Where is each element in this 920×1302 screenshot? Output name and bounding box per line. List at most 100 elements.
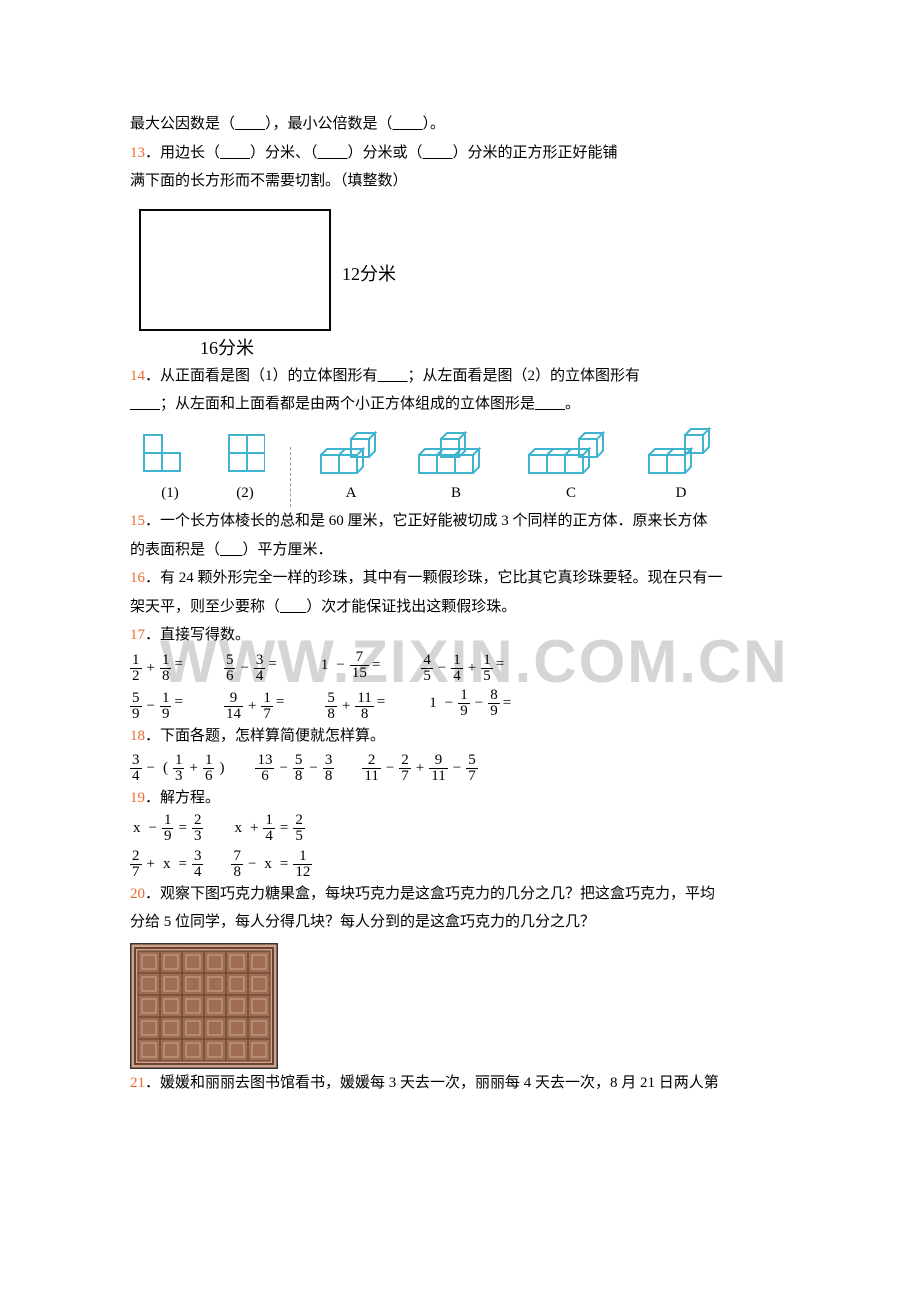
q20-line2: 分给 5 位同学，每人分得几块？每人分到的是这盒巧克力的几分之几？ xyxy=(130,908,790,937)
expr-item: 56−34= xyxy=(224,650,280,684)
q13-right-label: 12分米 xyxy=(342,264,396,284)
divider xyxy=(290,447,291,507)
q17-row1: 12+18= 56−34= 1−715= 45−14+15= xyxy=(130,650,790,684)
expression: 1−19−89 xyxy=(426,688,499,719)
op: ( xyxy=(160,754,171,783)
q20-line1: 20．观察下图巧克力糖果盒，每块巧克力是这盒巧克力的几分之几？把这盒巧克力，平均 xyxy=(130,880,790,909)
op: + xyxy=(144,654,158,683)
q17-row2: 59−19=914+17=58+118=1−19−89= xyxy=(130,688,790,722)
fraction: 34 xyxy=(254,653,266,684)
expr-item: x+14=25 xyxy=(231,813,304,844)
op: − xyxy=(245,850,259,879)
q14-lab2: (2) xyxy=(236,479,254,508)
fraction: 914 xyxy=(224,691,243,722)
op: − xyxy=(237,654,251,683)
q15-line2: 的表面积是（ ）平方厘米． xyxy=(130,536,790,565)
eq-sign: = xyxy=(500,695,514,711)
op: + xyxy=(186,754,200,783)
expression: 12+18 xyxy=(130,653,171,684)
expr-item: 27+x=34 xyxy=(130,846,203,880)
q18-t: ．下面各题，怎样算简便就怎样算。 xyxy=(145,728,385,744)
expression: 34−(13+16) xyxy=(130,753,227,784)
op: = xyxy=(175,814,189,843)
q16-t1: ．有 24 颗外形完全一样的珍珠，其中有一颗假珍珠，它比其它真珍珠要轻。现在只有… xyxy=(145,570,723,586)
q20-choco xyxy=(130,943,790,1069)
op: + xyxy=(144,850,158,879)
q13-num: 13 xyxy=(130,145,145,161)
q15-blank xyxy=(220,542,243,558)
expr-item: 1−19−89= xyxy=(426,688,514,722)
op: − xyxy=(276,754,290,783)
op: − xyxy=(144,692,158,721)
q13-mid2: ）分米或（ xyxy=(348,145,423,161)
q14-t3: ；从左面和上面看都是由两个小正方体组成的立体图形是 xyxy=(160,396,535,412)
fraction: 58 xyxy=(325,691,337,722)
expr-item: 45−14+15= xyxy=(421,650,507,684)
q12-line: 最大公因数是（ ），最小公倍数是（ ）。 xyxy=(130,110,790,139)
q16-t2: 架天平，则至少要称（ xyxy=(130,599,280,615)
q13-figure: 12分米 16分米 xyxy=(130,202,790,362)
q16-line1: 16．有 24 颗外形完全一样的珍珠，其中有一颗假珍珠，它比其它真珍珠要轻。现在… xyxy=(130,564,790,593)
q15-t3: ）平方厘米． xyxy=(243,542,333,558)
expression: 914+17 xyxy=(224,691,273,722)
fraction: 112 xyxy=(293,849,312,880)
q15-t1: ．一个长方体棱长的总和是 60 厘米，它正好能被切成 3 个同样的正方体．原来长… xyxy=(145,513,708,529)
fraction: 23 xyxy=(192,813,204,844)
fraction: 59 xyxy=(130,691,142,722)
q13-blank1 xyxy=(220,145,250,161)
q12-end: ）。 xyxy=(423,116,446,132)
op: − xyxy=(144,754,158,783)
q15-t2: 的表面积是（ xyxy=(130,542,220,558)
fraction: 34 xyxy=(192,849,204,880)
q13-line1: 13．用边长（ ）分米、（ ）分米或（ ）分米的正方形正好能铺 xyxy=(130,139,790,168)
q14-t1: ．从正面看是图（1）的立体图形有 xyxy=(145,368,378,384)
fraction: 38 xyxy=(323,753,335,784)
cube-A-icon xyxy=(311,425,391,475)
expr-item: 1−715= xyxy=(318,650,383,684)
op: x xyxy=(261,850,275,879)
q16-blank xyxy=(280,599,306,615)
expression: 59−19 xyxy=(130,691,171,722)
q14-shape2 xyxy=(225,431,265,475)
op: = xyxy=(277,850,291,879)
q16-t3: ）次才能保证找出这颗假珍珠。 xyxy=(306,599,516,615)
fraction: 136 xyxy=(255,753,274,784)
op: − xyxy=(450,754,464,783)
q12-text: 最大公因数是（ xyxy=(130,116,235,132)
q18-row: 34−(13+16) 136−58−38 211−27+911−57 xyxy=(130,750,790,784)
q16-line2: 架天平，则至少要称（ ）次才能保证找出这颗假珍珠。 xyxy=(130,593,790,622)
expression: 211−27+911−57 xyxy=(362,753,477,784)
q21-line: 21．媛媛和丽丽去图书馆看书，媛媛每 3 天去一次，丽丽每 4 天去一次，8 月… xyxy=(130,1069,790,1098)
q12-blank2 xyxy=(393,116,423,132)
q13-end: ）分米的正方形正好能铺 xyxy=(453,145,618,161)
fraction: 13 xyxy=(173,753,185,784)
q14-shape1 xyxy=(140,431,200,475)
fraction: 911 xyxy=(429,753,447,784)
expression: 27+x=34 xyxy=(130,849,203,880)
eq-sign: = xyxy=(171,656,185,672)
expression: x+14=25 xyxy=(231,813,304,844)
q14-fig1: (1) xyxy=(130,431,210,508)
fraction: 18 xyxy=(160,653,172,684)
expression: 1−715 xyxy=(318,650,369,681)
expression: 56−34 xyxy=(224,653,265,684)
fraction: 27 xyxy=(399,753,411,784)
op: − xyxy=(472,689,486,718)
expression: 136−58−38 xyxy=(255,753,334,784)
q14-line2: ；从左面和上面看都是由两个小正方体组成的立体图形是 。 xyxy=(130,390,790,419)
q13-blank3 xyxy=(423,145,453,161)
fraction: 19 xyxy=(162,813,174,844)
q14-labB: B xyxy=(451,479,461,508)
fraction: 14 xyxy=(451,653,463,684)
q13-pre: ．用边长（ xyxy=(145,145,220,161)
q14-figD: D xyxy=(631,425,731,508)
q19-t: ．解方程。 xyxy=(145,790,220,806)
q12-mid: ），最小公倍数是（ xyxy=(265,116,393,132)
q14-b1 xyxy=(378,368,408,384)
op: − xyxy=(306,754,320,783)
eq-sign: = xyxy=(273,694,287,710)
op: − xyxy=(383,754,397,783)
fraction: 19 xyxy=(458,688,470,719)
q17-head: 17．直接写得数。 xyxy=(130,621,790,650)
q21-t: ．媛媛和丽丽去图书馆看书，媛媛每 3 天去一次，丽丽每 4 天去一次，8 月 2… xyxy=(145,1075,719,1091)
